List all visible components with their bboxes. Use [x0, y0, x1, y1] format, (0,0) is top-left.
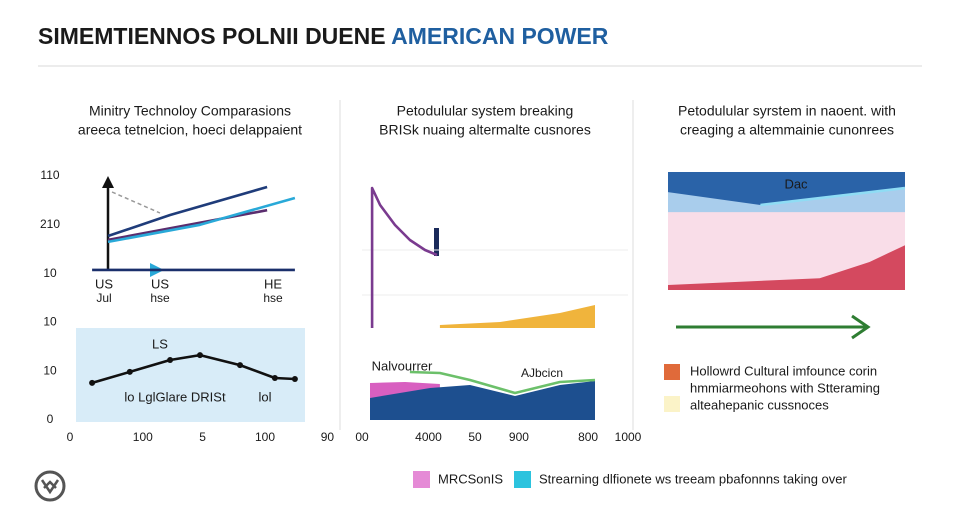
line — [107, 208, 268, 242]
legend-swatch — [664, 396, 680, 412]
x-tick-label: 50 — [468, 430, 482, 444]
header-title-main: SIMEMTIENNOS POLNII DUENE — [38, 23, 386, 49]
line — [760, 186, 906, 207]
annotation: US — [95, 276, 113, 291]
x-tick-label: 90 — [321, 430, 335, 444]
y-tick-label: 10 — [43, 315, 57, 329]
x-tick-label: 0 — [67, 430, 74, 444]
chart-subtitle: BRISk nuaing altermalte cusnores — [379, 122, 591, 138]
point — [167, 356, 174, 363]
point — [237, 362, 244, 369]
logo — [34, 470, 66, 502]
legend-swatch — [664, 364, 680, 380]
annotation: Jul — [96, 291, 111, 305]
x-tick-label: 100 — [133, 430, 153, 444]
point — [197, 352, 203, 359]
marker-bar — [434, 228, 439, 256]
y-tick-label: 210 — [40, 217, 60, 231]
chart-title: Petodulular syrstem in naoent. with — [678, 103, 896, 119]
x-tick-label: 900 — [509, 430, 529, 444]
header-title-highlight: AMERICAN POWER — [391, 23, 609, 49]
x-tick-label: 00 — [355, 430, 369, 444]
annotation: US — [151, 276, 169, 291]
annotation: LS — [152, 336, 168, 351]
legend-swatch — [514, 471, 531, 488]
point — [126, 368, 133, 375]
legend-label: Strearning dlfionete ws treeam pbafonnns… — [539, 471, 848, 486]
chart-title: Petodulular system breaking — [397, 103, 574, 119]
legend-label: alteahepanic cussnoces — [690, 397, 829, 412]
point — [89, 379, 96, 386]
x-tick-label: 1000 — [615, 430, 642, 444]
line — [107, 185, 268, 238]
chart-title: Minitry Technoloy Comparasions — [89, 103, 291, 119]
x-tick-label: 4000 — [415, 430, 442, 444]
area — [668, 245, 905, 290]
chart-subtitle: creaging a altemmainie cunonrees — [680, 122, 894, 138]
line — [409, 370, 596, 395]
point — [291, 376, 298, 383]
legend-label: MRCSonIS — [438, 471, 503, 486]
x-tick-label: 800 — [578, 430, 598, 444]
annotation: AJbcicn — [521, 366, 563, 380]
line — [370, 186, 438, 328]
y-tick-label: 0 — [47, 412, 54, 426]
annotation: lol — [258, 389, 271, 404]
logo-mark — [40, 479, 60, 495]
y-tick-label: 10 — [43, 363, 57, 377]
arrow-head — [102, 176, 114, 188]
annotation: Dac — [784, 176, 808, 191]
area — [370, 381, 595, 420]
x-tick-label: 100 — [255, 430, 275, 444]
legend-swatch — [413, 471, 430, 488]
annotation: lo LglGlare DRISt — [124, 389, 226, 404]
point — [271, 375, 278, 382]
y-tick-label: 110 — [40, 168, 59, 182]
annotation: Nalvourrer — [372, 358, 433, 373]
annotation: HE — [264, 276, 282, 291]
highlight-box — [76, 328, 305, 422]
y-tick-label: 10 — [43, 266, 57, 280]
chart-subtitle: areeca tetnelcion, hoeci delappaient — [78, 122, 302, 138]
annotation: hse — [263, 291, 283, 305]
dashed-line — [111, 191, 161, 214]
line — [107, 196, 296, 244]
x-tick-label: 5 — [199, 430, 206, 444]
legend-label: hmmiarmeohons with Stteraming — [690, 380, 880, 395]
annotation: hse — [150, 291, 170, 305]
trend-arrow-head — [851, 314, 871, 340]
legend-label: Hollowrd Cultural imfounce corin — [690, 363, 877, 378]
area — [439, 305, 595, 328]
header-title: SIMEMTIENNOS POLNII DUENE AMERICAN POWER — [38, 23, 609, 49]
